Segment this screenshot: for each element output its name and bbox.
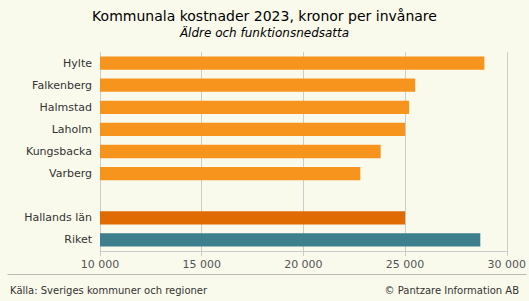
- svg-text:10 000: 10 000: [81, 258, 120, 271]
- svg-text:Hylte: Hylte: [63, 57, 92, 70]
- svg-text:Kungsbacka: Kungsbacka: [26, 145, 92, 158]
- svg-text:Riket: Riket: [64, 233, 92, 246]
- svg-text:Halmstad: Halmstad: [39, 101, 92, 114]
- svg-text:30 000: 30 000: [488, 258, 526, 271]
- svg-text:Hallands län: Hallands län: [24, 211, 92, 224]
- svg-text:© Pantzare Information AB: © Pantzare Information AB: [384, 285, 519, 296]
- svg-text:20 000: 20 000: [284, 258, 323, 271]
- svg-text:Kommunala kostnader 2023, kron: Kommunala kostnader 2023, kronor per inv…: [92, 8, 437, 24]
- svg-text:25 000: 25 000: [386, 258, 425, 271]
- svg-text:15 000: 15 000: [182, 258, 221, 271]
- svg-text:Laholm: Laholm: [52, 123, 92, 136]
- svg-text:Falkenberg: Falkenberg: [32, 79, 92, 92]
- svg-text:Källa: Sveriges kommuner och r: Källa: Sveriges kommuner och regioner: [10, 285, 208, 296]
- svg-text:Varberg: Varberg: [49, 167, 92, 180]
- svg-text:Äldre och funktionsnedsatta: Äldre och funktionsnedsatta: [179, 25, 349, 40]
